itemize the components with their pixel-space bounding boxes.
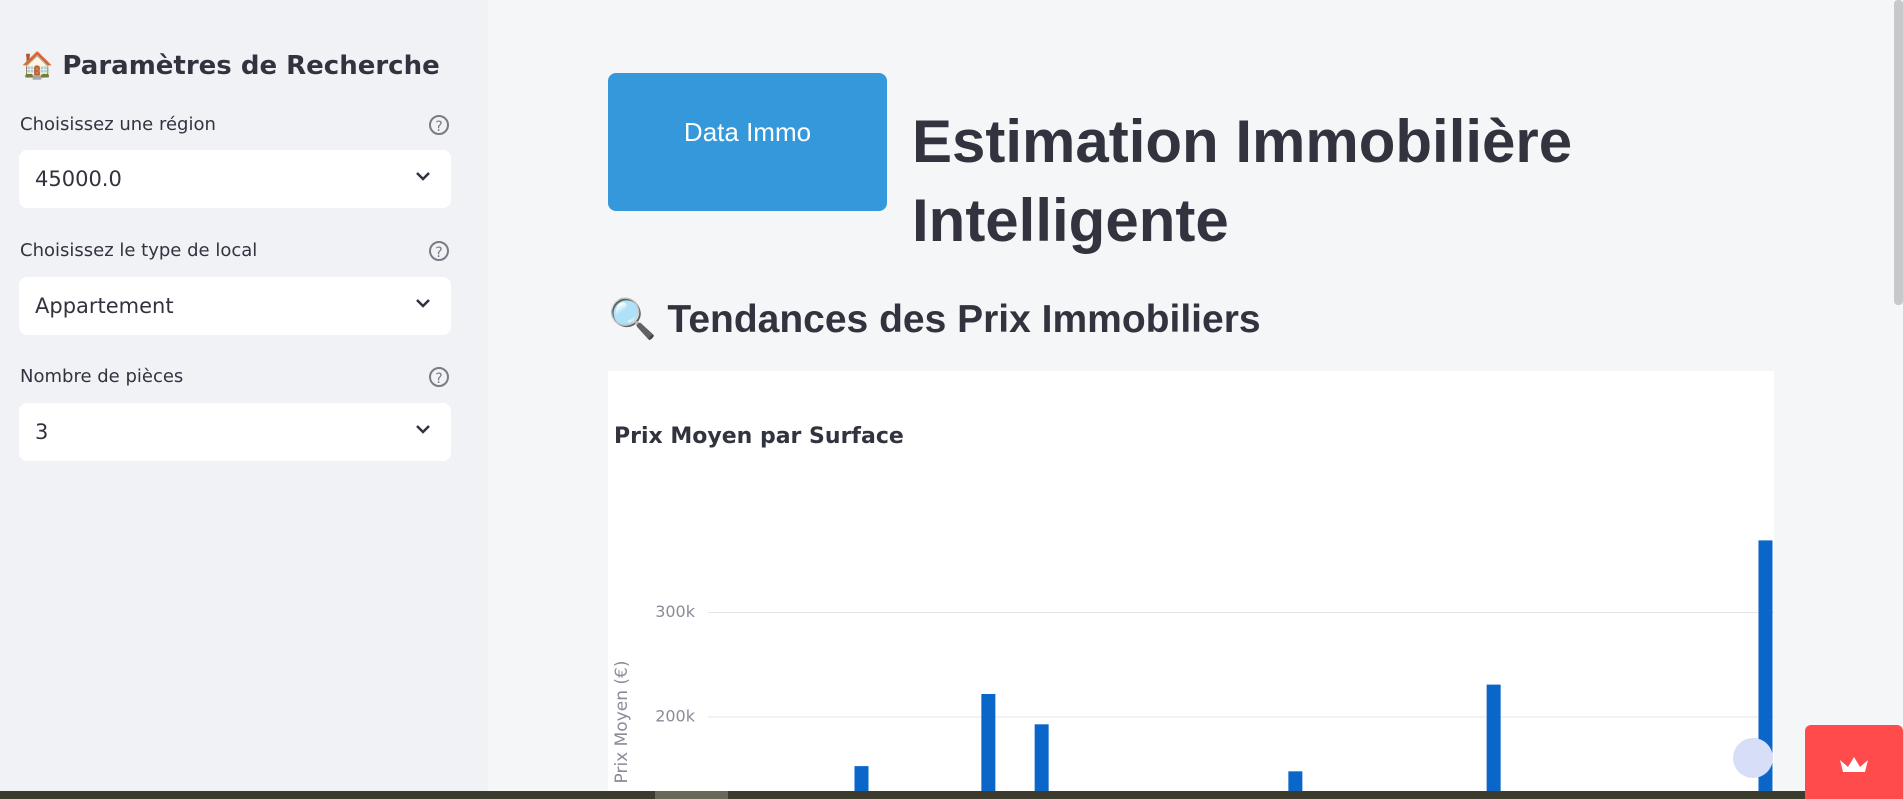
status-icon[interactable] bbox=[1733, 738, 1773, 778]
help-icon[interactable]: ? bbox=[429, 241, 449, 261]
chevron bbox=[416, 299, 430, 308]
select-value: Appartement bbox=[35, 294, 174, 318]
select[interactable]: 45000.0 bbox=[19, 150, 451, 208]
scrollbar[interactable] bbox=[0, 791, 1903, 799]
page-title: Estimation Immobilière Intelligente bbox=[912, 108, 1573, 254]
select-value: 3 bbox=[35, 420, 49, 444]
logo: Data Immo bbox=[608, 73, 887, 211]
sidebar: 🏠 Paramètres de Recherche Choisissez une… bbox=[0, 0, 488, 799]
bar bbox=[854, 766, 869, 799]
select[interactable]: 3 bbox=[19, 403, 451, 461]
section-header: 🔍 Tendances des Prix Immobiliers bbox=[608, 298, 1261, 341]
bar bbox=[981, 694, 996, 799]
help-icon[interactable]: ? bbox=[429, 367, 449, 387]
field-label: Choisissez le type de local bbox=[20, 240, 258, 261]
chart-background bbox=[608, 371, 1774, 799]
select-value: 45000.0 bbox=[35, 167, 122, 191]
help-icon[interactable]: ? bbox=[429, 115, 449, 135]
field-label: Nombre de pièces bbox=[20, 366, 184, 387]
bar bbox=[1034, 724, 1049, 799]
crown-icon bbox=[1840, 757, 1868, 772]
chart-title: Prix Moyen par Surface bbox=[614, 424, 904, 449]
chevron bbox=[416, 172, 430, 181]
scrollbar-thumb[interactable] bbox=[655, 791, 728, 799]
bar bbox=[1758, 540, 1773, 799]
y-axis-title: Prix Moyen (€) bbox=[612, 661, 632, 784]
v-scrollbar[interactable] bbox=[1894, 0, 1903, 305]
bar bbox=[1486, 684, 1501, 799]
sidebar-title: 🏠 Paramètres de Recherche bbox=[21, 51, 440, 81]
y-tick-label: 300k bbox=[655, 602, 696, 621]
y-tick-label: 200k bbox=[655, 707, 696, 726]
select[interactable]: Appartement bbox=[19, 277, 451, 335]
chevron bbox=[416, 425, 430, 434]
field-label: Choisissez une région bbox=[20, 114, 216, 135]
